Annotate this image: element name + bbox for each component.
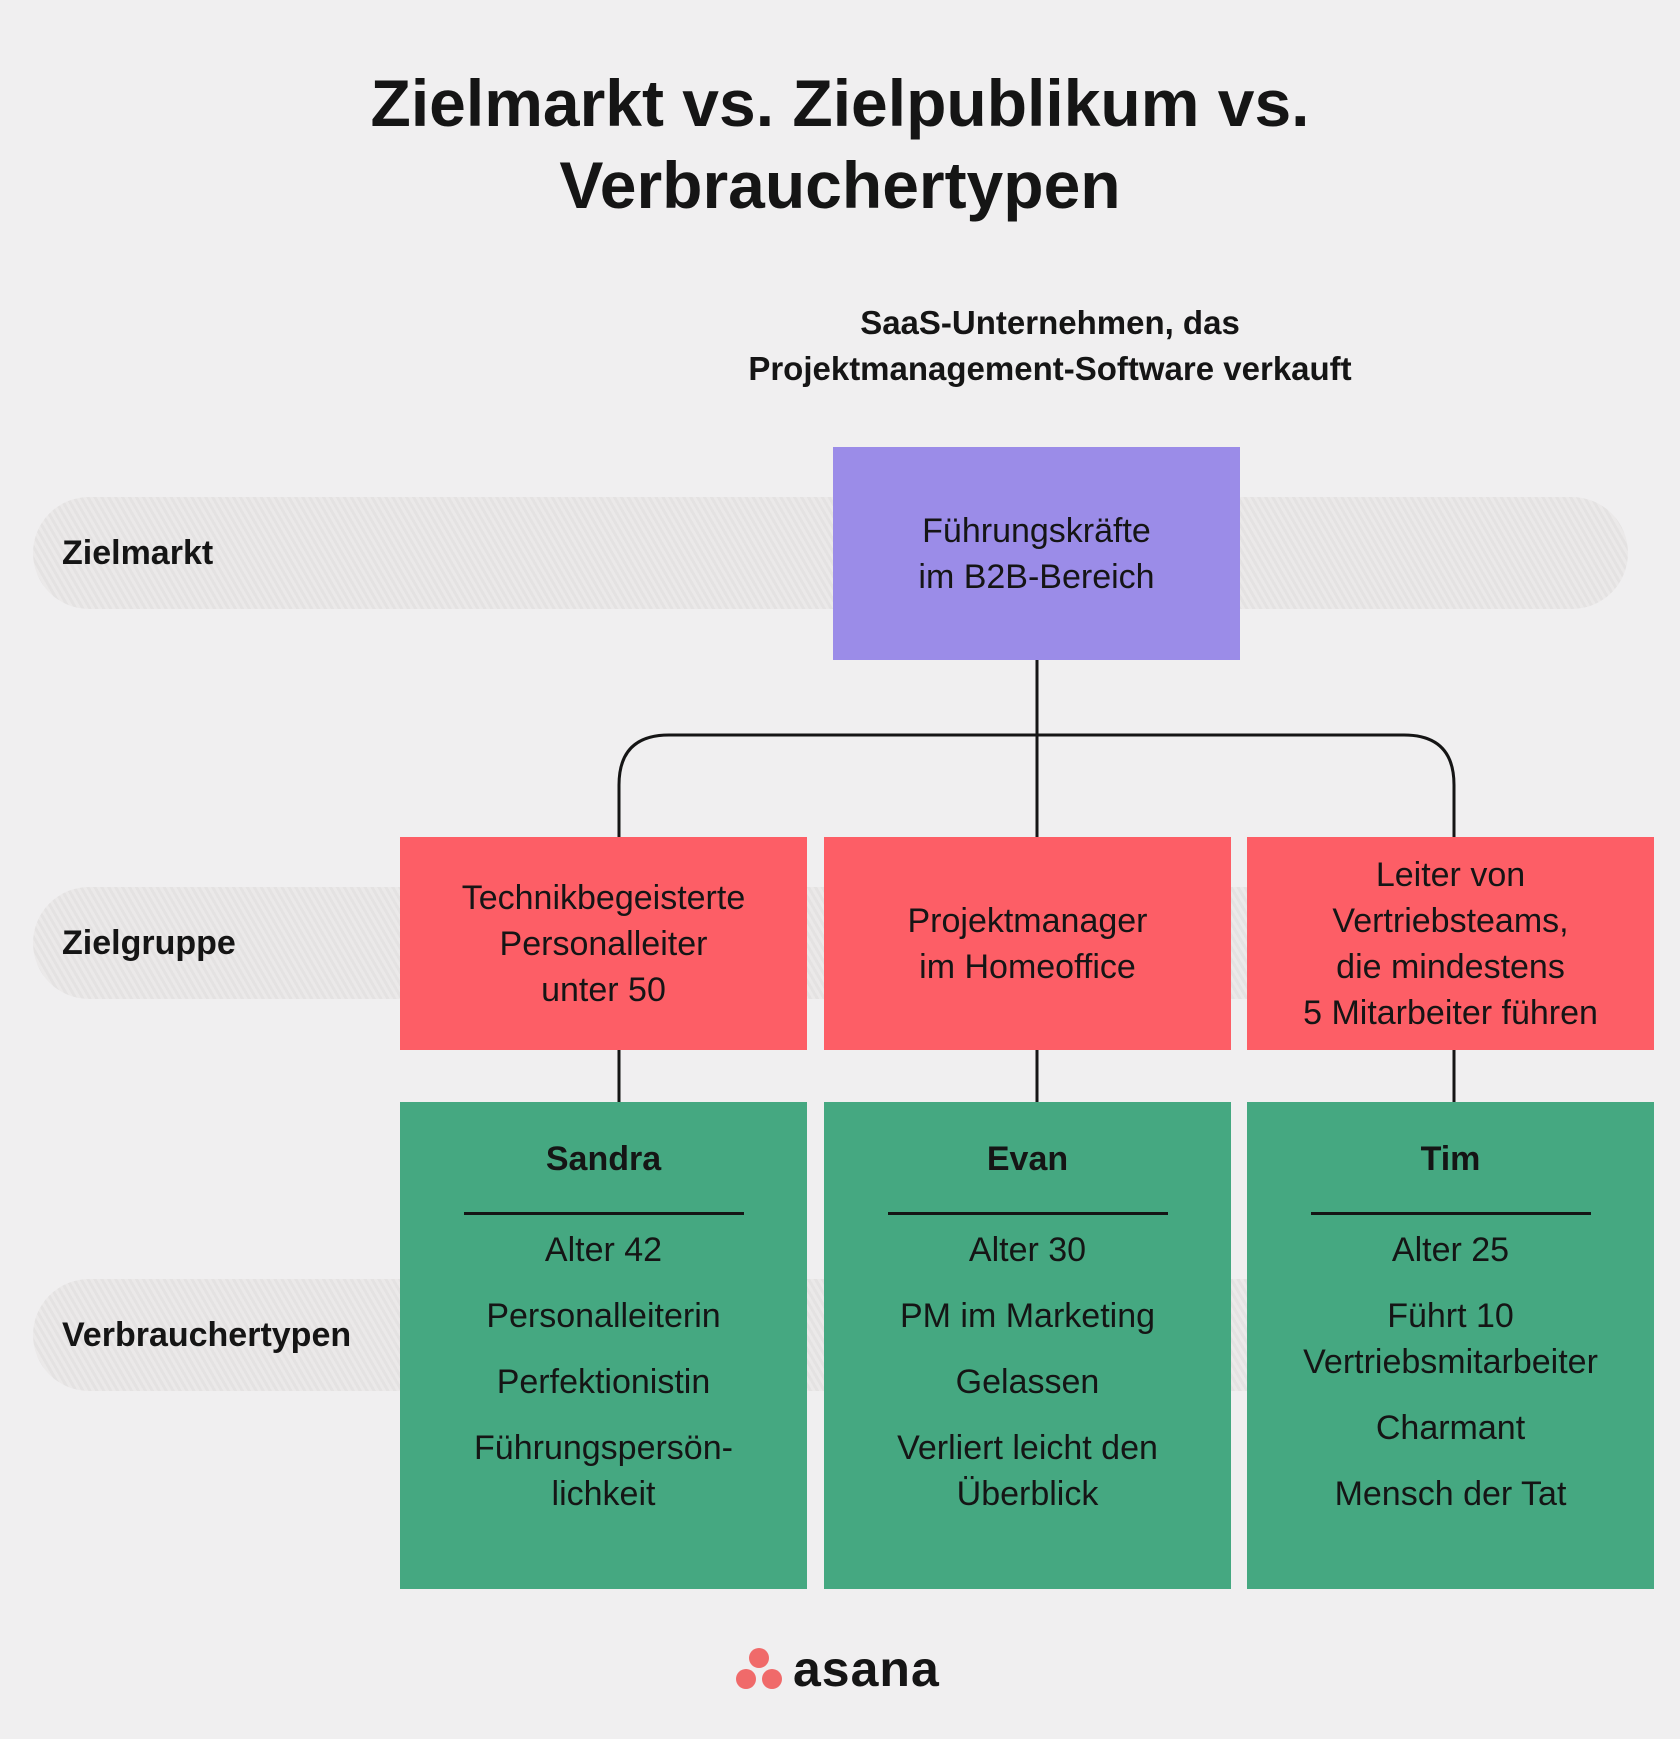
divider [1310, 1212, 1591, 1215]
box-text-line: Führungskräfte [922, 511, 1151, 550]
persona-attribute: Alter 25 [1391, 1231, 1510, 1269]
persona-card: Evan Alter 30 PM im Marketing Gelassen Verli… [824, 1102, 1231, 1589]
group-box: Projektmanager im Homeoffice [824, 837, 1231, 1050]
box-text-line: unter 50 [541, 970, 666, 1009]
band-zielmarkt: Zielmarkt [33, 497, 1628, 609]
persona-card: Sandra Alter 42 Personalleiterin Perfektion… [400, 1102, 807, 1589]
group-box: Technikbegeisterte Personalleiter unter 50 [400, 837, 807, 1050]
subtitle: SaaS-Unternehmen, das Projektmanagement-… [748, 304, 1352, 387]
box-text-line: Technikbegeisterte [461, 878, 746, 917]
box-text-line: im Homeoffice [919, 947, 1136, 986]
persona-attribute: PM im Marketing [899, 1297, 1156, 1335]
row-label-market: Zielmarkt [62, 534, 214, 572]
box-text-line: Projektmanager [907, 901, 1148, 940]
persona-attribute: Charmant [1375, 1409, 1526, 1447]
persona-name: Sandra [545, 1140, 662, 1178]
asana-dots-icon [736, 1648, 782, 1689]
persona-attribute: Gelassen [955, 1363, 1100, 1401]
divider [463, 1212, 744, 1215]
persona-attribute: Alter 30 [968, 1231, 1087, 1269]
row-label-group: Zielgruppe [62, 924, 236, 962]
persona-card: Tim Alter 25 Führt 10 Vertriebsmitarbeiter… [1247, 1102, 1654, 1589]
persona-attribute: Führt 10 Vertriebsmitarbeiter [1303, 1297, 1598, 1381]
asana-logo: asana [735, 1640, 940, 1698]
persona-attribute: Mensch der Tat [1334, 1475, 1567, 1513]
box-text-line: die mindestens [1336, 947, 1565, 986]
box-text-line: Vertriebsteams, [1332, 901, 1569, 940]
group-box: Leiter von Vertriebsteams, die mindestens 5… [1247, 837, 1654, 1050]
row-label-personas: Verbrauchertypen [62, 1316, 352, 1354]
persona-attribute: Alter 42 [544, 1231, 663, 1269]
persona-attribute: Perfektionistin [496, 1363, 711, 1401]
box-text-line: 5 Mitarbeiter führen [1303, 993, 1598, 1032]
box-text-line: Personalleiter [499, 924, 708, 963]
box-text-line: im B2B-Bereich [918, 557, 1155, 596]
divider [887, 1212, 1168, 1215]
box-text-line: Leiter von [1375, 855, 1526, 894]
persona-attribute: Verliert leicht den Überblick [897, 1429, 1158, 1513]
page-title: Zielmarkt vs. Zielpublikum vs. Verbrauch… [370, 66, 1310, 222]
persona-attribute: Führungspersön- lichkeit [474, 1429, 733, 1513]
persona-name: Evan [986, 1140, 1069, 1178]
persona-attribute: Personalleiterin [486, 1297, 721, 1335]
persona-name: Tim [1420, 1140, 1481, 1178]
market-box: Führungskräfte im B2B-Bereich [833, 447, 1240, 660]
